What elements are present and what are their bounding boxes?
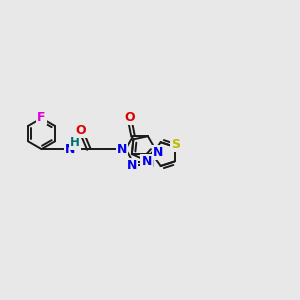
Text: N: N [141,155,152,168]
Text: N: N [153,146,164,159]
Text: F: F [37,110,46,124]
Text: O: O [125,111,135,124]
Text: H: H [70,136,80,149]
Text: S: S [171,139,180,152]
Text: N: N [127,159,137,172]
Text: N: N [144,157,154,170]
Text: N: N [65,142,76,156]
Text: O: O [75,124,86,136]
Text: N: N [117,142,127,156]
